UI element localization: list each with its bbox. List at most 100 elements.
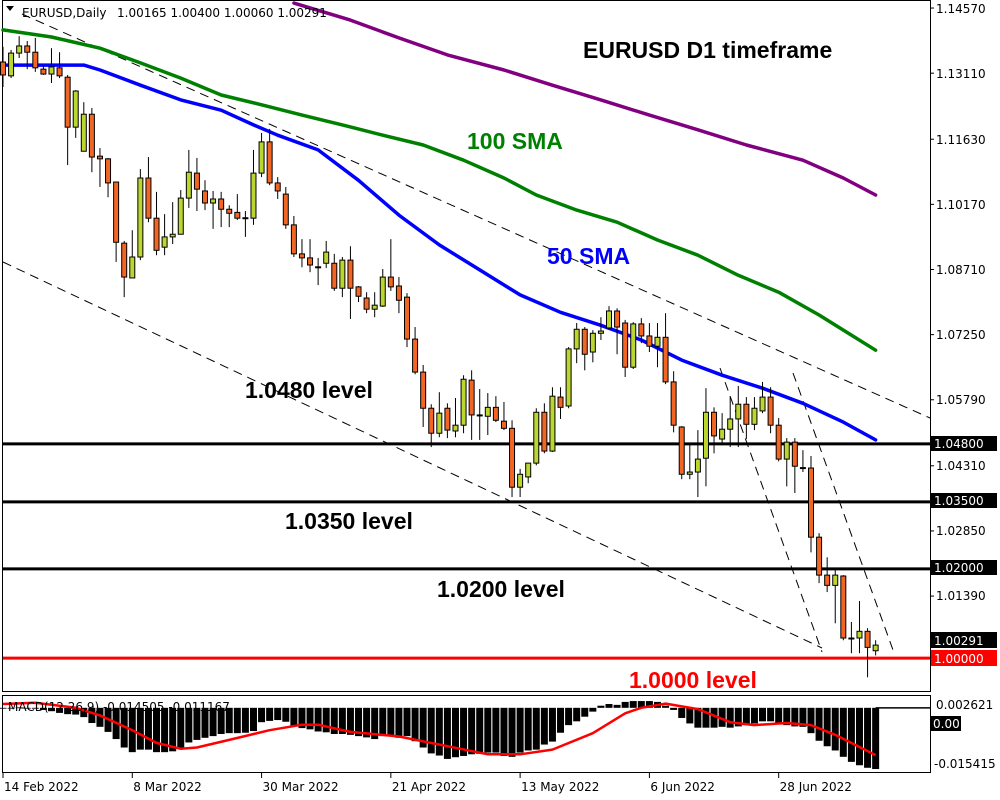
candle: [581, 327, 588, 371]
macd-histogram-bar: [767, 707, 775, 722]
candle: [315, 257, 322, 286]
candle: [153, 191, 160, 256]
macd-histogram-bar: [298, 707, 306, 729]
macd-histogram-bar: [379, 707, 387, 737]
candle: [751, 397, 758, 431]
bear-candle-body: [355, 286, 362, 297]
macd-histogram-bar: [750, 707, 758, 724]
y-tick-label: 1.11630: [936, 133, 986, 147]
candle: [840, 575, 847, 641]
macd-histogram-bar: [460, 707, 468, 756]
sma50-line[interactable]: [1, 63, 878, 442]
y-tick-label: 1.01390: [936, 589, 986, 603]
candle: [412, 327, 419, 375]
candle: [129, 230, 136, 279]
x-tick-label: 30 Mar 2022: [263, 780, 339, 794]
bear-candle-body: [791, 441, 798, 467]
bear-candle-body: [331, 262, 338, 289]
price-axis[interactable]: 1.14570 1.13110 1.11630 1.10170 1.08710 …: [930, 2, 986, 603]
candle: [428, 404, 435, 448]
bear-candle-body: [145, 177, 152, 219]
bull-candle-body: [589, 332, 596, 353]
candle: [735, 385, 742, 448]
bull-candle-body: [258, 141, 265, 174]
candle: [791, 438, 798, 494]
level-tag-1.04800: 1.04800: [934, 437, 984, 451]
bull-candle-body: [799, 467, 806, 470]
bull-candle-body: [460, 378, 467, 426]
bull-candle-body: [832, 574, 839, 586]
candle: [848, 621, 855, 654]
macd-histogram-bar: [177, 707, 185, 748]
bear-candle-body: [662, 336, 669, 383]
candle: [379, 269, 386, 307]
y-tick-label: 1.02850: [936, 524, 986, 538]
sma200-line[interactable]: [292, 1, 878, 197]
bull-candle-body: [137, 177, 144, 258]
macd-label: MACD(12,26,9) -0.014505 -0.011167: [8, 700, 230, 714]
candle: [56, 52, 63, 79]
date-axis[interactable]: 14 Feb 2022 8 Mar 2022 30 Mar 2022 21 Apr 2…: [2, 773, 852, 794]
macd-histogram-bar: [56, 707, 64, 713]
bull-candle-body: [735, 403, 742, 420]
bear-candle-body: [56, 67, 63, 77]
candle: [468, 370, 475, 440]
bear-candle-body: [290, 224, 297, 255]
candle: [638, 318, 645, 344]
sma100-line[interactable]: [1, 28, 878, 352]
candle: [767, 387, 774, 434]
macd-histogram-bar: [807, 707, 815, 734]
ohlc-readout: 1.00165 1.00400 1.00060 1.00291: [117, 6, 327, 20]
candle: [290, 215, 297, 257]
macd-histogram-bar: [451, 707, 459, 758]
bear-candle-body: [581, 328, 588, 355]
macd-zero-tag-bg: [931, 716, 961, 731]
macd-histogram-bar: [492, 707, 500, 753]
macd-histogram-bar: [524, 707, 532, 751]
collapse-triangle-icon[interactable]: [6, 6, 14, 11]
bear-candle-body: [121, 242, 128, 278]
macd-histogram-bar: [872, 707, 880, 770]
macd-histogram-bar: [621, 701, 629, 708]
bear-candle-body: [153, 217, 160, 251]
bear-candle-body: [678, 426, 685, 475]
x-tick-label: 21 Apr 2022: [392, 780, 466, 794]
macd-histogram-bar: [266, 707, 274, 721]
steep-trendline-outer[interactable]: [792, 372, 894, 651]
candle: [258, 132, 265, 178]
y-tick-label: 1.10170: [936, 198, 986, 212]
macd-histogram-bar: [411, 707, 419, 742]
candle: [622, 319, 629, 378]
moving-averages: [1, 1, 878, 442]
x-tick-label: 13 May 2022: [521, 780, 599, 794]
macd-histogram-bar: [597, 705, 605, 708]
macd-indicator: [0, 701, 930, 770]
bull-candle-body: [702, 411, 709, 459]
candle: [72, 90, 79, 138]
upper-channel-trendline[interactable]: [21, 13, 931, 419]
macd-histogram-bar: [726, 707, 734, 728]
candle: [387, 239, 394, 291]
bull-candle-body: [161, 236, 168, 248]
level-annotation-1.0200: 1.0200 level: [437, 576, 565, 602]
lower-channel-trendline[interactable]: [2, 261, 823, 649]
x-tick-label: 8 Mar 2022: [133, 780, 201, 794]
bull-candle-body: [727, 418, 734, 430]
macd-histogram-bar: [516, 707, 524, 753]
candle: [202, 180, 208, 211]
bear-candle-body: [0, 61, 6, 76]
macd-histogram-bar: [710, 707, 718, 728]
macd-histogram-bar: [670, 707, 678, 710]
macd-histogram-bar: [427, 707, 435, 754]
macd-histogram-bar: [581, 707, 589, 717]
candle: [80, 102, 87, 152]
candle: [355, 285, 362, 303]
macd-histogram-bar: [395, 707, 403, 738]
bear-candle-body: [266, 141, 273, 184]
candle: [113, 181, 120, 262]
macd-axis-bottom-label: -0.015415: [934, 757, 996, 771]
bull-candle-body: [242, 217, 249, 220]
candle: [24, 41, 31, 70]
bear-candle-body: [500, 420, 507, 429]
